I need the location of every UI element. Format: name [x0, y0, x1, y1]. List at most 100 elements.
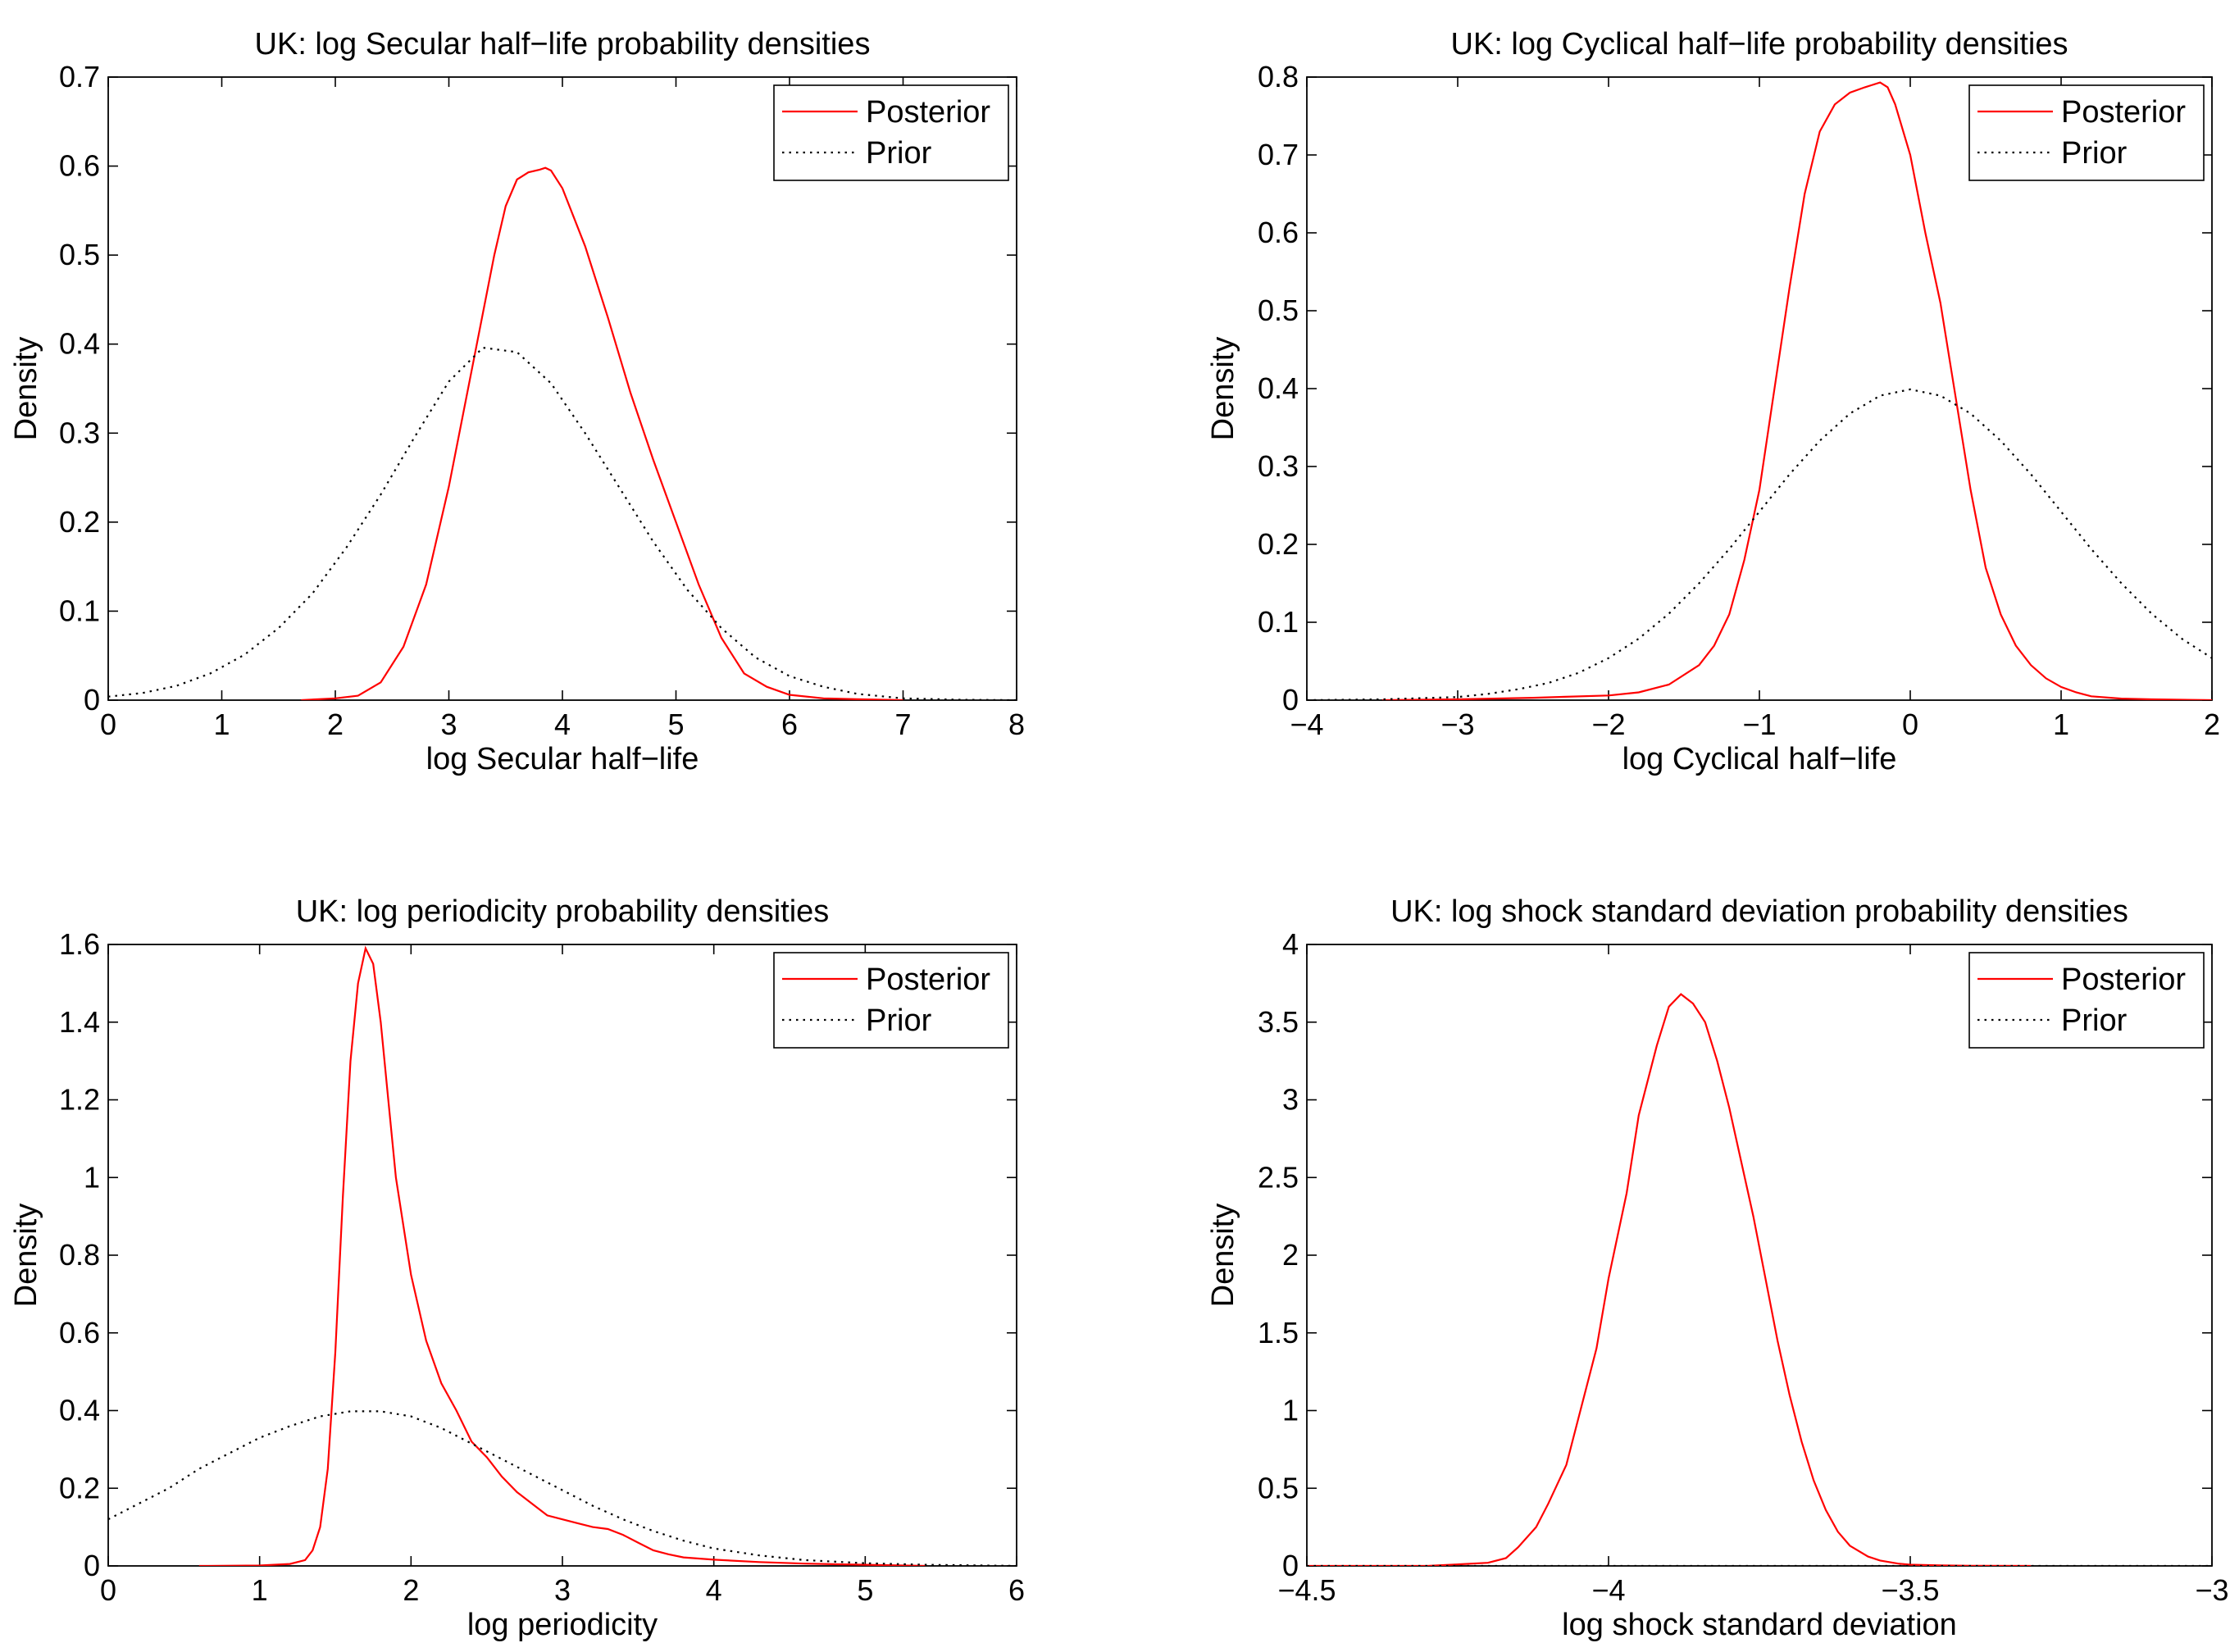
x-tick-label: 2: [403, 1573, 419, 1607]
chart-title: UK: log periodicity probability densitie…: [296, 894, 830, 929]
legend: Posterior Prior: [1968, 84, 2205, 181]
x-tick-label: 0: [1902, 708, 1918, 741]
x-tick-label: −3: [2195, 1573, 2228, 1607]
y-tick-label: 0.5: [1258, 294, 1299, 327]
y-tick-label: 0.4: [1258, 371, 1299, 405]
legend-label-posterior: Posterior: [2061, 95, 2186, 130]
x-tick-label: 4: [706, 1573, 722, 1607]
y-tick-label: 1.4: [59, 1005, 100, 1039]
legend-label-prior: Prior: [2061, 136, 2128, 171]
legend-label-posterior: Posterior: [2061, 963, 2186, 997]
x-axis-label: log Secular half−life: [426, 742, 699, 776]
x-tick-label: −4.5: [1277, 1573, 1336, 1607]
x-tick-label: 0: [100, 708, 116, 741]
y-tick-label: 1.6: [59, 927, 100, 961]
legend: Posterior Prior: [773, 84, 1009, 181]
y-tick-label: 1: [84, 1160, 100, 1194]
legend: Posterior Prior: [1968, 952, 2205, 1049]
legend-label-prior: Prior: [866, 136, 932, 171]
x-tick-label: 1: [2053, 708, 2069, 741]
y-tick-label: 0: [84, 1549, 100, 1582]
x-tick-label: 2: [2204, 708, 2220, 741]
y-tick-label: 0: [84, 683, 100, 717]
x-tick-label: 7: [894, 708, 911, 741]
y-tick-label: 0.2: [1258, 527, 1299, 561]
series-posterior-line: [198, 945, 926, 1566]
y-tick-label: 3.5: [1258, 1005, 1299, 1039]
x-tick-label: 1: [213, 708, 230, 741]
y-tick-label: 0.1: [59, 594, 100, 627]
y-tick-label: 0.6: [59, 1316, 100, 1349]
x-axis-label: log shock standard deviation: [1562, 1608, 1957, 1642]
x-tick-label: 5: [857, 1573, 873, 1607]
y-tick-label: 0.8: [59, 1238, 100, 1272]
legend-box: [1968, 952, 2205, 1049]
y-tick-label: 0.4: [59, 327, 100, 361]
y-axis-label: Density: [9, 1204, 43, 1308]
legend-label-prior: Prior: [2061, 1003, 2128, 1038]
x-tick-label: 3: [554, 1573, 571, 1607]
series-prior-line: [108, 346, 1017, 700]
chart-panel-4: UK: log shock standard deviation probabi…: [1206, 894, 2229, 1642]
y-tick-label: 0.7: [1258, 138, 1299, 171]
legend-box: [773, 952, 1009, 1049]
series-posterior-line: [1307, 993, 2032, 1566]
x-tick-label: −4: [1290, 708, 1323, 741]
legend-box: [1968, 84, 2205, 181]
x-tick-label: −2: [1591, 708, 1625, 741]
y-axis-label: Density: [1206, 1204, 1240, 1308]
y-tick-label: 0: [1282, 683, 1299, 717]
y-tick-label: 3: [1282, 1083, 1299, 1117]
chart-panel-1: UK: log Secular half−life probability de…: [9, 27, 1025, 776]
y-tick-label: 0.3: [59, 416, 100, 449]
y-tick-label: 0.5: [59, 238, 100, 271]
x-tick-label: 6: [1008, 1573, 1025, 1607]
y-tick-label: 0: [1282, 1549, 1299, 1582]
x-axis-label: log periodicity: [467, 1608, 658, 1642]
x-tick-label: 3: [440, 708, 457, 741]
y-tick-label: 2.5: [1258, 1160, 1299, 1194]
y-axis-label: Density: [1206, 337, 1240, 441]
x-tick-label: −1: [1742, 708, 1776, 741]
y-tick-label: 1.5: [1258, 1316, 1299, 1349]
legend-label-posterior: Posterior: [866, 963, 990, 997]
x-tick-label: 1: [252, 1573, 268, 1607]
y-tick-label: 0.6: [1258, 216, 1299, 249]
y-tick-label: 0.3: [1258, 449, 1299, 483]
y-tick-label: 0.6: [59, 149, 100, 183]
y-tick-label: 0.2: [59, 505, 100, 539]
y-tick-label: 4: [1282, 927, 1299, 961]
chart-panel-2: UK: log Cyclical half−life probability d…: [1206, 27, 2220, 776]
x-tick-label: −4: [1591, 1573, 1625, 1607]
chart-title: UK: log Secular half−life probability de…: [255, 27, 871, 61]
y-tick-label: 0.7: [59, 60, 100, 93]
x-axis-label: log Cyclical half−life: [1622, 742, 1897, 776]
legend-label-prior: Prior: [866, 1003, 932, 1038]
y-tick-label: 0.1: [1258, 605, 1299, 639]
legend-label-posterior: Posterior: [866, 95, 990, 130]
x-tick-label: −3.5: [1881, 1573, 1939, 1607]
x-tick-label: −3: [1440, 708, 1474, 741]
y-axis-label: Density: [9, 337, 43, 441]
y-tick-label: 0.4: [59, 1394, 100, 1427]
x-tick-label: 6: [781, 708, 798, 741]
x-tick-label: 4: [554, 708, 571, 741]
series-posterior-line: [301, 166, 903, 700]
x-tick-label: 5: [667, 708, 684, 741]
legend: Posterior Prior: [773, 952, 1009, 1049]
y-tick-label: 0.5: [1258, 1471, 1299, 1504]
y-tick-label: 0.2: [59, 1471, 100, 1504]
series-posterior-line: [1381, 81, 2212, 700]
x-tick-label: 2: [327, 708, 344, 741]
legend-box: [773, 84, 1009, 181]
y-tick-label: 1.2: [59, 1083, 100, 1117]
x-tick-label: 0: [100, 1573, 116, 1607]
x-tick-label: 8: [1008, 708, 1025, 741]
chart-title: UK: log Cyclical half−life probability d…: [1451, 27, 2068, 61]
chart-panel-3: UK: log periodicity probability densitie…: [9, 894, 1025, 1642]
y-tick-label: 1: [1282, 1394, 1299, 1427]
chart-title: UK: log shock standard deviation probabi…: [1390, 894, 2128, 929]
y-tick-label: 2: [1282, 1238, 1299, 1272]
y-tick-label: 0.8: [1258, 60, 1299, 93]
